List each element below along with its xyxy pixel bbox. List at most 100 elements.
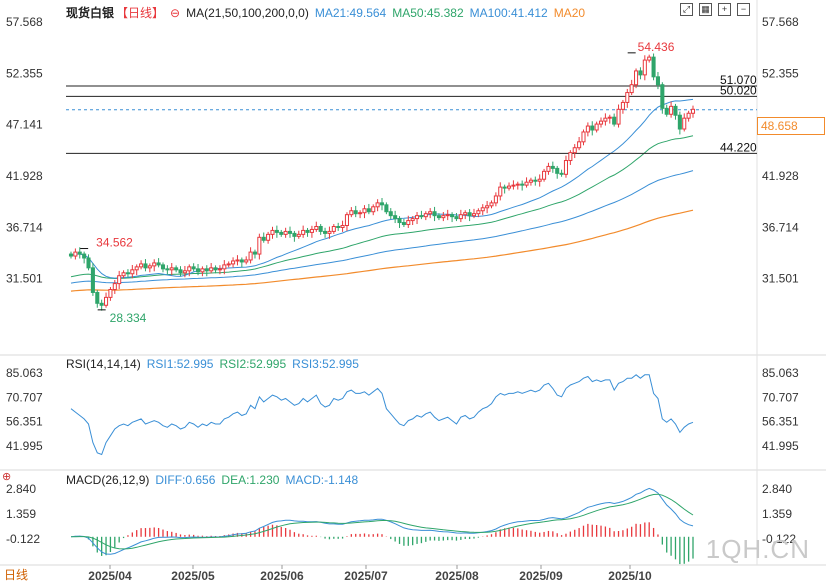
candle-body [590, 125, 595, 131]
candle-body [244, 259, 249, 263]
candle-body [169, 267, 174, 271]
candle-body [585, 125, 590, 133]
candle-body [379, 202, 385, 206]
price-annotations: 34.562 28.334 54.436 [80, 40, 675, 325]
grid-lines [0, 0, 826, 569]
candle-body [318, 225, 323, 232]
candle-body [454, 216, 459, 220]
candle-body [493, 195, 498, 204]
candle-body [222, 264, 227, 270]
ma21-value: MA21:49.564 [314, 6, 387, 20]
candle-body [358, 212, 363, 215]
add-icon[interactable]: + [718, 3, 731, 16]
chart-toolbar: ⤢ ▦ + − [680, 3, 750, 16]
candle-body [581, 131, 586, 143]
candle-body [344, 214, 349, 227]
candle-body [266, 233, 271, 241]
candle-body [235, 259, 240, 262]
candle-body [384, 204, 389, 213]
candle-body [419, 215, 424, 218]
annotation-label: 34.562 [96, 236, 133, 250]
period-footer-label[interactable]: 日线 [4, 568, 29, 582]
candle-body [117, 275, 122, 285]
candle-body [607, 116, 612, 119]
candle-body [629, 84, 634, 94]
y-tick-left: 31.501 [6, 272, 43, 286]
candle-body [125, 272, 130, 275]
candle-body [217, 268, 222, 271]
candle-body [533, 179, 538, 182]
ma100-value: MA100:41.412 [469, 6, 548, 20]
candle-body [515, 183, 520, 186]
candle-body [388, 211, 393, 217]
candle-body [160, 264, 166, 270]
candle-body [252, 251, 258, 255]
candle-body [432, 211, 437, 217]
y-tick-right: 41.928 [762, 169, 799, 183]
candle-body [594, 123, 599, 131]
level-label: 51.070 [720, 73, 757, 87]
candle-body [248, 251, 253, 261]
grid-icon[interactable]: ▦ [699, 3, 712, 16]
y-tick-left: 47.141 [6, 118, 43, 132]
main-legend: 现货白银 【日线】 ⊖ MA(21,50,100,200,0,0) MA21:49.56… [66, 4, 591, 21]
candle-body [577, 141, 582, 149]
candle-body [677, 114, 682, 130]
candle-body [353, 210, 358, 215]
candle-body [572, 147, 577, 154]
x-tick: 2025/08 [435, 569, 479, 583]
x-tick: 2025/07 [344, 569, 388, 583]
y-tick-left: 36.714 [6, 220, 43, 234]
candle-body [471, 213, 477, 217]
crosshair-icon[interactable]: ⊕ [2, 471, 12, 483]
x-tick: 2025/10 [608, 569, 652, 583]
candle-body [559, 172, 564, 175]
rsi-line [70, 374, 694, 456]
ma100-line [70, 170, 694, 284]
candle-body [458, 214, 463, 220]
candle-body [660, 84, 665, 109]
macd-y-tick-left: 2.840 [6, 482, 36, 496]
candle-body [686, 112, 691, 119]
candle-body [261, 236, 266, 241]
candle-body [104, 296, 109, 306]
candle-body [204, 268, 209, 272]
candle-body [336, 225, 341, 228]
candle-body [406, 220, 411, 226]
candle-body [616, 108, 621, 125]
candle-body [309, 228, 314, 233]
candle-body [634, 70, 639, 86]
candle-body [498, 186, 503, 197]
candle-body [108, 289, 113, 298]
candle-body [270, 229, 275, 235]
candle-body [99, 302, 104, 306]
rsi-y-tick-left: 56.351 [6, 415, 43, 429]
rsi-y-tick-right: 41.995 [762, 439, 799, 453]
rsi-y-tick-left: 41.995 [6, 439, 43, 453]
macd-params: MACD(26,12,9) [66, 473, 150, 487]
candle-body [349, 210, 354, 216]
candle-body [489, 202, 494, 207]
fullscreen-icon[interactable]: ⤢ [680, 3, 693, 16]
candle-body [620, 101, 625, 110]
y-tick-left: 41.928 [6, 169, 43, 183]
candle-body [537, 178, 542, 182]
candle-body [476, 210, 481, 215]
candle-body [143, 263, 148, 269]
candle-body [550, 165, 555, 169]
rsi-y-tick-left: 85.063 [6, 366, 43, 380]
candle-body [410, 218, 415, 222]
instrument-title: 现货白银 [66, 6, 115, 20]
rsi3-value: RSI3:52.995 [292, 357, 359, 371]
ma200-line [70, 209, 694, 292]
candle-body [95, 291, 100, 304]
settings-icon[interactable]: ⊖ [170, 6, 181, 20]
period-label[interactable]: 【日线】 [116, 6, 165, 20]
candle-body [231, 260, 236, 265]
candle-body [301, 229, 306, 235]
remove-icon[interactable]: − [737, 3, 750, 16]
candle-body [366, 208, 371, 213]
candle-body [423, 213, 428, 218]
candle-body [655, 76, 660, 86]
